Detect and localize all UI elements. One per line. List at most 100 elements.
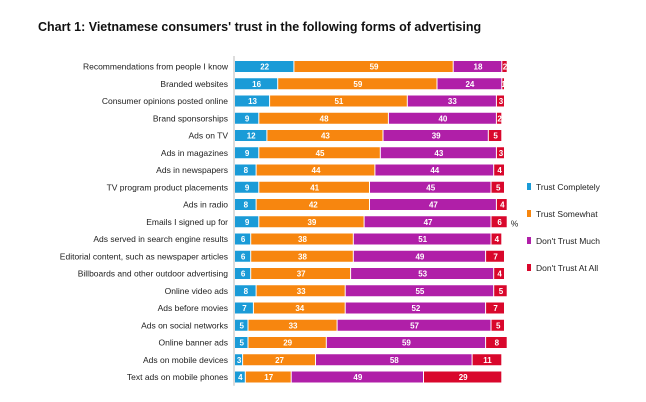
- data-label: 5: [240, 339, 245, 348]
- data-label: 22: [260, 63, 269, 72]
- data-label: 16: [252, 80, 261, 89]
- data-label: 6: [241, 270, 246, 279]
- bar-segment: [345, 302, 486, 314]
- bar-segment: [491, 319, 504, 331]
- bar-segment: [494, 268, 504, 279]
- category-label: TV program product placements: [107, 182, 228, 192]
- data-label: 5: [240, 321, 245, 330]
- data-label: 49: [353, 373, 362, 382]
- bar-segment: [235, 371, 245, 383]
- data-label: 6: [241, 252, 246, 261]
- data-label: 39: [432, 132, 441, 141]
- bar-segment: [291, 371, 423, 383]
- bar-segment: [278, 78, 437, 90]
- data-label: 5: [496, 183, 501, 192]
- category-label: Consumer opinions posted online: [102, 96, 228, 106]
- data-label: 2: [497, 114, 502, 123]
- bar-segment: [235, 319, 248, 331]
- bar-segment: [345, 285, 494, 297]
- category-label: Ads on mobile devices: [143, 355, 228, 365]
- bar-segment: [235, 61, 294, 72]
- bar-segment: [486, 250, 504, 262]
- legend-label: Don't Trust Much: [536, 236, 600, 246]
- data-label: 11: [483, 356, 492, 365]
- data-label: 52: [411, 304, 420, 313]
- data-label: 33: [297, 287, 306, 296]
- bar-segment: [235, 164, 256, 176]
- legend-swatch: [527, 264, 531, 271]
- data-label: 39: [307, 218, 316, 227]
- data-label: 42: [309, 201, 318, 210]
- bar-segment: [351, 268, 494, 279]
- data-label: 9: [245, 218, 250, 227]
- data-label: 59: [402, 339, 411, 348]
- bar-segment: [494, 285, 507, 297]
- bar-segment: [316, 354, 472, 366]
- bar-segment: [245, 371, 291, 383]
- bar-segment: [251, 233, 353, 245]
- data-label: 12: [247, 132, 256, 141]
- bar-segment: [491, 233, 502, 245]
- category-label: Brand sponsorships: [153, 113, 228, 123]
- category-label: Emails I signed up for: [146, 217, 228, 227]
- data-label: 47: [429, 201, 438, 210]
- bar-segment: [235, 216, 259, 228]
- legend-swatch: [527, 237, 531, 244]
- data-label: 58: [390, 356, 399, 365]
- data-label: 8: [495, 339, 500, 348]
- bar-segment: [235, 95, 270, 107]
- data-label: 8: [244, 201, 249, 210]
- data-label: 6: [497, 218, 502, 227]
- bar-segment: [253, 302, 345, 314]
- bar-segment: [502, 78, 504, 90]
- data-label: 29: [459, 373, 468, 382]
- data-label: 4: [497, 166, 502, 175]
- bar-segment: [270, 95, 407, 107]
- bar-segment: [383, 130, 488, 141]
- category-label: Ads served in search engine results: [93, 234, 228, 244]
- bar-segment: [496, 95, 504, 107]
- bar-segment: [491, 216, 507, 228]
- data-label: 47: [424, 218, 433, 227]
- category-label: Ads in newspapers: [156, 165, 228, 175]
- bar-segment: [370, 199, 496, 210]
- data-label: 8: [244, 287, 249, 296]
- unit-label: %: [511, 218, 519, 228]
- data-label: 7: [493, 252, 498, 261]
- bar-segment: [407, 95, 496, 107]
- bar-segment: [370, 181, 491, 193]
- bar-segment: [259, 147, 380, 159]
- category-label: Ads in magazines: [161, 148, 228, 158]
- bar-segment: [375, 164, 494, 176]
- bar-segment: [235, 78, 278, 90]
- category-label: Ads on TV: [188, 131, 228, 141]
- data-label: 13: [248, 97, 257, 106]
- data-label: 45: [426, 183, 435, 192]
- data-label: 59: [370, 63, 379, 72]
- bar-segment: [235, 147, 259, 159]
- category-label: Branded websites: [160, 79, 228, 89]
- data-label: 48: [320, 114, 329, 123]
- bar-segment: [496, 199, 507, 210]
- bar-segment: [248, 337, 326, 348]
- data-label: 44: [430, 166, 439, 175]
- bar-segment: [256, 199, 369, 210]
- bar-segment: [488, 130, 502, 141]
- bar-segment: [353, 233, 491, 245]
- data-label: 43: [434, 149, 443, 158]
- data-label: 7: [493, 304, 498, 313]
- data-label: 43: [321, 132, 330, 141]
- bar-segment: [502, 61, 507, 72]
- data-label: 2: [503, 63, 508, 72]
- bar-segment: [243, 354, 315, 366]
- data-label: 33: [289, 321, 298, 330]
- category-label: Billboards and other outdoor advertising: [78, 269, 229, 279]
- bar-segment: [235, 302, 253, 314]
- data-label: 17: [264, 373, 273, 382]
- data-label: 3: [499, 97, 504, 106]
- data-label: 5: [493, 132, 498, 141]
- bar-segment: [453, 61, 502, 72]
- bar-segment: [486, 302, 504, 314]
